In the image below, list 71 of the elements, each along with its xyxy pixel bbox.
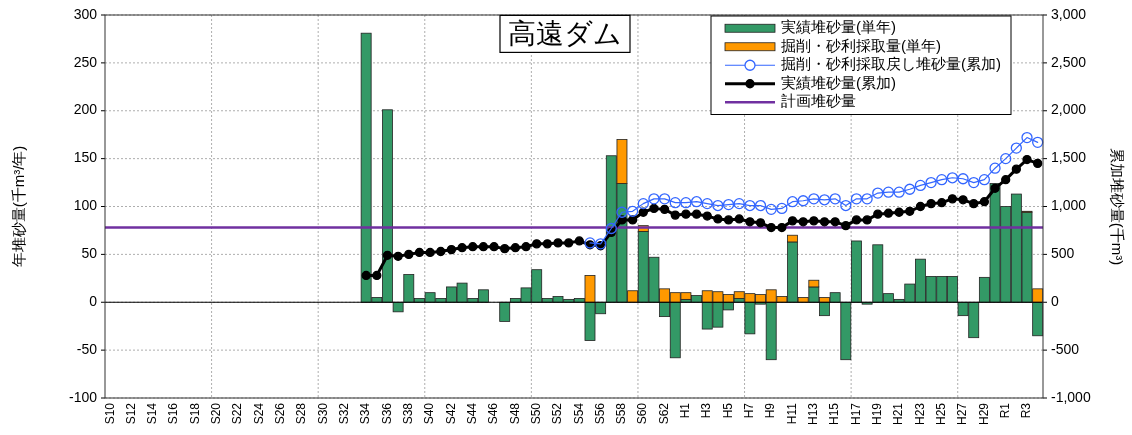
x-tick-label: S54 bbox=[571, 402, 586, 425]
x-tick-label: S12 bbox=[123, 402, 138, 425]
y2-tick-label: 2,000 bbox=[1051, 101, 1087, 118]
x-tick-label: S18 bbox=[187, 402, 202, 425]
y-tick-label: -50 bbox=[76, 340, 98, 357]
y-tick-label: 100 bbox=[73, 197, 98, 214]
x-tick-label: H17 bbox=[848, 402, 863, 426]
x-tick-label: S34 bbox=[358, 402, 373, 425]
y-tick-label: 50 bbox=[81, 245, 98, 262]
y2-tick-label: 0 bbox=[1051, 292, 1059, 309]
y2-tick-label: 2,500 bbox=[1051, 53, 1087, 70]
x-tick-label: H11 bbox=[784, 402, 799, 425]
y2-tick-label: -500 bbox=[1051, 340, 1080, 357]
x-tick-label: H15 bbox=[827, 402, 842, 426]
legend-label: 実績堆砂量(累加) bbox=[781, 73, 896, 91]
y2-tick-label: 3,000 bbox=[1051, 5, 1087, 22]
x-tick-label: S58 bbox=[614, 402, 629, 425]
x-tick-label: R1 bbox=[997, 402, 1012, 419]
x-tick-label: S40 bbox=[422, 402, 437, 425]
x-tick-label: S62 bbox=[656, 402, 671, 425]
y-tick-label: 0 bbox=[89, 292, 98, 309]
x-tick-label: H25 bbox=[933, 402, 948, 426]
x-tick-label: H21 bbox=[891, 402, 906, 426]
y2-tick-label: 500 bbox=[1051, 245, 1075, 262]
x-tick-label: R3 bbox=[1019, 402, 1034, 419]
chart-title: 高遠ダム bbox=[508, 18, 622, 50]
legend-label: 掘削・砂利採取量(単年) bbox=[781, 36, 941, 54]
x-tick-label: S46 bbox=[486, 402, 501, 425]
legend-label: 計画堆砂量 bbox=[781, 92, 856, 110]
x-tick-label: S50 bbox=[528, 402, 543, 425]
x-tick-label: S16 bbox=[166, 402, 181, 425]
x-tick-label: H27 bbox=[955, 402, 970, 426]
x-tick-label: S20 bbox=[209, 402, 224, 425]
y-axis-title: 年堆砂量(千m³/年) bbox=[9, 145, 27, 268]
x-tick-label: S36 bbox=[379, 402, 394, 425]
x-tick-label: H13 bbox=[806, 402, 820, 426]
y-tick-label: 250 bbox=[73, 53, 98, 70]
legend-label: 実績堆砂量(単年) bbox=[781, 18, 896, 36]
x-tick-label: H29 bbox=[976, 402, 991, 426]
y-tick-label: 150 bbox=[73, 149, 98, 166]
y2-tick-label: 1,500 bbox=[1051, 149, 1087, 166]
x-tick-label: S44 bbox=[464, 402, 479, 425]
x-tick-label: H5 bbox=[720, 402, 735, 419]
x-tick-label: H9 bbox=[763, 402, 778, 419]
x-tick-label: H23 bbox=[912, 402, 927, 426]
y-tick-label: -100 bbox=[68, 388, 98, 405]
title: 高遠ダム bbox=[499, 14, 631, 53]
x-tick-label: S26 bbox=[273, 402, 288, 425]
x-tick-label: S14 bbox=[145, 402, 160, 425]
x-tick-label: H3 bbox=[699, 402, 714, 419]
x-tick-label: S56 bbox=[592, 402, 607, 425]
x-tick-label: S30 bbox=[315, 402, 330, 425]
x-tick-label: S38 bbox=[400, 402, 415, 425]
x-tick-label: S28 bbox=[294, 402, 309, 425]
x-tick-label: S48 bbox=[507, 402, 522, 425]
x-tick-label: S22 bbox=[230, 402, 245, 425]
x-tick-label: H1 bbox=[678, 402, 693, 419]
y-tick-label: 200 bbox=[73, 101, 98, 118]
x-tick-label: H7 bbox=[742, 402, 757, 419]
legend-label: 掘削・砂利採取戻し堆砂量(累加) bbox=[781, 55, 1001, 73]
x-tick-label: H19 bbox=[869, 402, 884, 426]
y2-tick-label: -1,000 bbox=[1051, 388, 1091, 405]
x-tick-label: S52 bbox=[550, 402, 565, 425]
x-tick-label: S10 bbox=[102, 402, 117, 425]
x-tick-label: S24 bbox=[251, 402, 266, 425]
x-tick-label: S32 bbox=[337, 402, 351, 425]
y-tick-label: 300 bbox=[73, 5, 98, 22]
y2-tick-label: 1,000 bbox=[1051, 197, 1087, 214]
x-tick-label: S60 bbox=[635, 402, 650, 425]
x-tick-label: S42 bbox=[443, 402, 458, 425]
y2-axis-title: 累加堆砂量(千m³) bbox=[1109, 147, 1127, 266]
